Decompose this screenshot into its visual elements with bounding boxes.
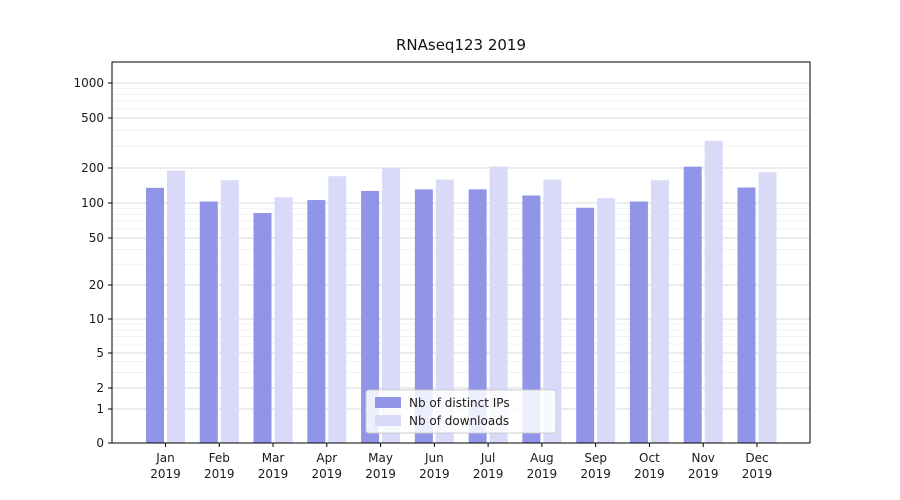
x-tick-label-month: Feb xyxy=(209,451,230,465)
y-tick-label: 2 xyxy=(96,381,104,395)
bar-downloads xyxy=(220,180,239,443)
bar-downloads xyxy=(274,197,293,443)
x-tick-label-year: 2019 xyxy=(742,467,773,481)
bar-distinct-ips xyxy=(629,201,648,443)
y-tick-label: 0 xyxy=(96,436,104,450)
x-tick-label-month: Jul xyxy=(480,451,495,465)
x-tick-label-year: 2019 xyxy=(634,467,665,481)
y-tick-label: 100 xyxy=(81,196,104,210)
x-tick-label-month: Dec xyxy=(745,451,768,465)
x-tick-label-month: May xyxy=(368,451,393,465)
bar-distinct-ips xyxy=(361,190,380,443)
x-tick-label-month: Apr xyxy=(316,451,337,465)
bar-distinct-ips xyxy=(414,189,433,443)
y-tick-label: 20 xyxy=(89,278,104,292)
bar-distinct-ips xyxy=(307,200,326,443)
bar-distinct-ips xyxy=(253,213,272,443)
bar-downloads xyxy=(597,198,616,443)
y-tick-label: 50 xyxy=(89,231,104,245)
legend-label-downloads: Nb of downloads xyxy=(409,414,509,428)
bar-distinct-ips xyxy=(737,187,756,443)
bar-downloads xyxy=(435,179,454,444)
x-tick-label-year: 2019 xyxy=(150,467,181,481)
bar-downloads xyxy=(328,176,347,443)
x-tick-label-month: Sep xyxy=(584,451,607,465)
x-tick-label-year: 2019 xyxy=(419,467,450,481)
legend-swatch-distinct-ips xyxy=(375,397,401,408)
x-tick-label-year: 2019 xyxy=(312,467,343,481)
x-tick-label-year: 2019 xyxy=(204,467,235,481)
bar-downloads xyxy=(758,172,777,443)
legend-label-distinct-ips: Nb of distinct IPs xyxy=(409,396,510,410)
bar-downloads xyxy=(650,180,669,443)
legend-box xyxy=(365,389,557,434)
y-tick-label: 1 xyxy=(96,402,104,416)
x-tick-label-month: Jan xyxy=(155,451,175,465)
y-tick-label: 200 xyxy=(81,161,104,175)
x-tick-label-month: Oct xyxy=(639,451,660,465)
bar-distinct-ips xyxy=(199,201,218,443)
x-tick-label-month: Nov xyxy=(691,451,714,465)
x-tick-label-year: 2019 xyxy=(527,467,558,481)
y-tick-label: 5 xyxy=(96,346,104,360)
bar-downloads xyxy=(489,166,508,443)
bar-distinct-ips xyxy=(146,187,164,443)
x-tick-label-year: 2019 xyxy=(580,467,611,481)
bar-downloads xyxy=(382,168,401,443)
x-tick-label-year: 2019 xyxy=(688,467,719,481)
legend-swatch-downloads xyxy=(375,415,401,426)
x-tick-label-month: Aug xyxy=(530,451,553,465)
plot-border xyxy=(111,61,811,444)
x-tick-label-month: Mar xyxy=(262,451,285,465)
y-tick-label: 10 xyxy=(89,312,104,326)
y-tick-label: 1000 xyxy=(73,76,104,90)
bar-downloads xyxy=(543,179,562,444)
bar-downloads xyxy=(704,140,723,444)
bar-downloads xyxy=(167,170,185,443)
x-tick-label-year: 2019 xyxy=(473,467,504,481)
bar-distinct-ips xyxy=(576,207,595,443)
bar-distinct-ips xyxy=(683,166,702,443)
x-tick-label-year: 2019 xyxy=(365,467,396,481)
chart-title: RNAseq123 2019 xyxy=(395,36,527,54)
y-tick-label: 500 xyxy=(81,111,104,125)
bar-distinct-ips xyxy=(468,189,487,443)
x-tick-label-year: 2019 xyxy=(258,467,289,481)
bar-distinct-ips xyxy=(522,195,541,443)
x-tick-label-month: Jun xyxy=(424,451,444,465)
